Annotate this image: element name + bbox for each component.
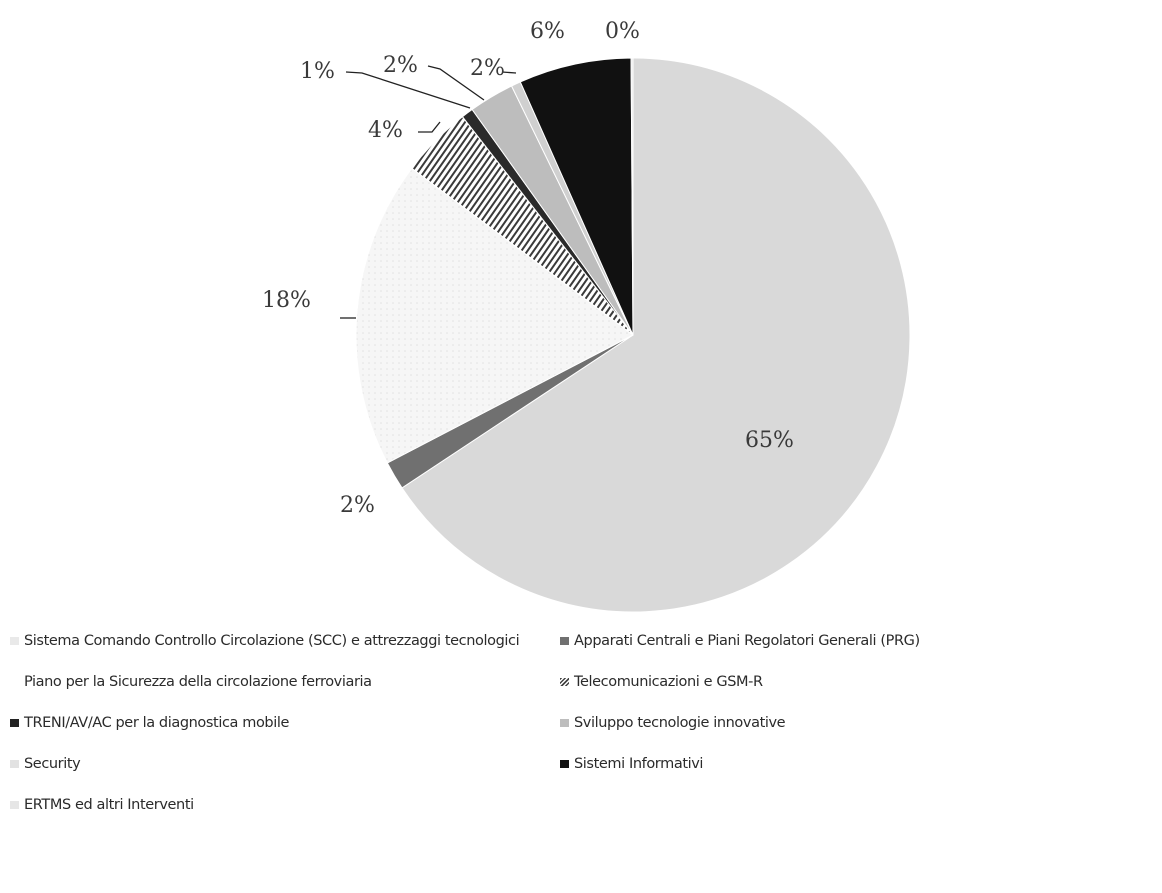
legend-label: Telecomunicazioni e GSM-R [574,674,763,690]
leader-line [418,121,441,133]
legend-label: Apparati Centrali e Piani Regolatori Gen… [574,633,920,649]
pie-chart: 65% 2% 18% 4% 1% 2% 2% 6% 0% [262,19,911,613]
data-label-scc: 65% [745,428,794,453]
legend-label: ERTMS ed altri Interventi [24,797,194,813]
data-label-ertms: 0% [605,19,640,44]
data-label-security: 2% [470,56,505,81]
legend-item-sviluppo-tecnologie: Sviluppo tecnologie innovative [560,715,786,731]
data-label-telecomunicazioni: 4% [368,118,403,143]
legend-label: Security [24,756,81,772]
data-label-apparati-centrali: 2% [340,493,375,518]
legend-item-apparati-centrali: Apparati Centrali e Piani Regolatori Gen… [560,633,920,649]
legend-swatch [10,678,19,686]
legend-swatch [10,760,19,768]
leader-line [501,71,517,74]
leader-line [345,71,471,109]
legend-label: TRENI/AV/AC per la diagnostica mobile [24,715,290,731]
data-label-treni-diagnostica: 1% [300,59,335,84]
data-label-piano-sicurezza: 18% [262,288,311,313]
legend-swatch [560,719,569,727]
slice-piano-sicurezza [355,167,634,464]
data-label-sistemi-informativi: 6% [530,19,565,44]
slice-scc [401,57,911,613]
legend-item-sistemi-informativi: Sistemi Informativi [560,756,703,772]
slice-sistemi-informativi [519,57,634,336]
legend-label: Sistemi Informativi [574,756,704,772]
legend-swatch [560,760,569,768]
slice-ertms [630,57,634,336]
legend-item-ertms: ERTMS ed altri Interventi [10,797,194,813]
legend-item-scc: Sistema Comando Controllo Circolazione (… [10,633,520,649]
legend-item-treni-diagnostica: TRENI/AV/AC per la diagnostica mobile [10,715,289,731]
legend-label: Sistema Comando Controllo Circolazione (… [24,633,520,649]
legend-swatch [10,801,19,809]
data-label-sviluppo-tecnologie: 2% [383,53,418,78]
chart-legend: Sistema Comando Controllo Circolazione (… [0,615,1162,893]
legend-swatch [10,637,19,645]
legend-swatch [10,719,19,727]
legend-swatch [560,637,569,645]
legend-item-piano-sicurezza: Piano per la Sicurezza della circolazion… [10,674,372,690]
legend-item-telecomunicazioni: Telecomunicazioni e GSM-R [560,674,763,690]
legend-label: Piano per la Sicurezza della circolazion… [24,674,372,690]
legend-swatch [560,678,569,686]
legend-item-security: Security [10,756,81,772]
legend-label: Sviluppo tecnologie innovative [574,715,786,731]
leader-line [427,65,485,101]
